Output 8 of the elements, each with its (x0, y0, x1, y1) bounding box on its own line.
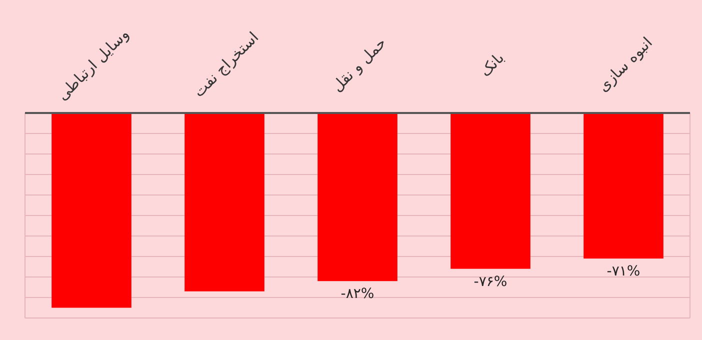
x-tick-label: بانک (476, 48, 508, 80)
data-label: -۸۲% (340, 286, 374, 302)
data-label: -۷۱% (606, 264, 640, 280)
x-tick-label: انبوه سازی (594, 34, 656, 96)
data-label: -۷۶% (474, 274, 508, 290)
x-tick-label: وسایل ارتباطی (53, 24, 132, 104)
x-tick-label: حمل و نقل (328, 34, 390, 96)
x-tick-label: استخراج نفت (190, 28, 262, 101)
